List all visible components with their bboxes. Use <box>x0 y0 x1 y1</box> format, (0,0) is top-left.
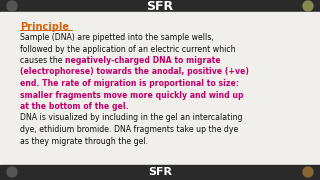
Bar <box>0 165 320 180</box>
Text: (electrophorese) towards the anodal, positive (+ve): (electrophorese) towards the anodal, pos… <box>20 68 249 76</box>
Text: smaller fragments move more quickly and wind up: smaller fragments move more quickly and … <box>20 91 244 100</box>
Text: end. The rate of migration is proportional to size:: end. The rate of migration is proportion… <box>20 79 239 88</box>
Text: causes the: causes the <box>20 56 65 65</box>
Text: dye, ethidium bromide. DNA fragments take up the dye: dye, ethidium bromide. DNA fragments tak… <box>20 125 238 134</box>
Bar <box>0 0 320 12</box>
Circle shape <box>7 167 17 177</box>
Text: DNA is visualized by including in the gel an intercalating: DNA is visualized by including in the ge… <box>20 114 243 123</box>
Text: Sample (DNA) are pipetted into the sample wells,: Sample (DNA) are pipetted into the sampl… <box>20 33 214 42</box>
Text: Principle: Principle <box>20 22 69 32</box>
Circle shape <box>7 1 17 11</box>
Text: negatively-charged DNA to migrate: negatively-charged DNA to migrate <box>65 56 220 65</box>
Circle shape <box>303 167 313 177</box>
Circle shape <box>303 1 313 11</box>
Text: at the bottom of the gel.: at the bottom of the gel. <box>20 102 129 111</box>
Text: SFR: SFR <box>147 1 173 14</box>
Text: followed by the application of an electric current which: followed by the application of an electr… <box>20 44 236 53</box>
Text: as they migrate through the gel.: as they migrate through the gel. <box>20 136 148 145</box>
Text: SFR: SFR <box>148 167 172 177</box>
